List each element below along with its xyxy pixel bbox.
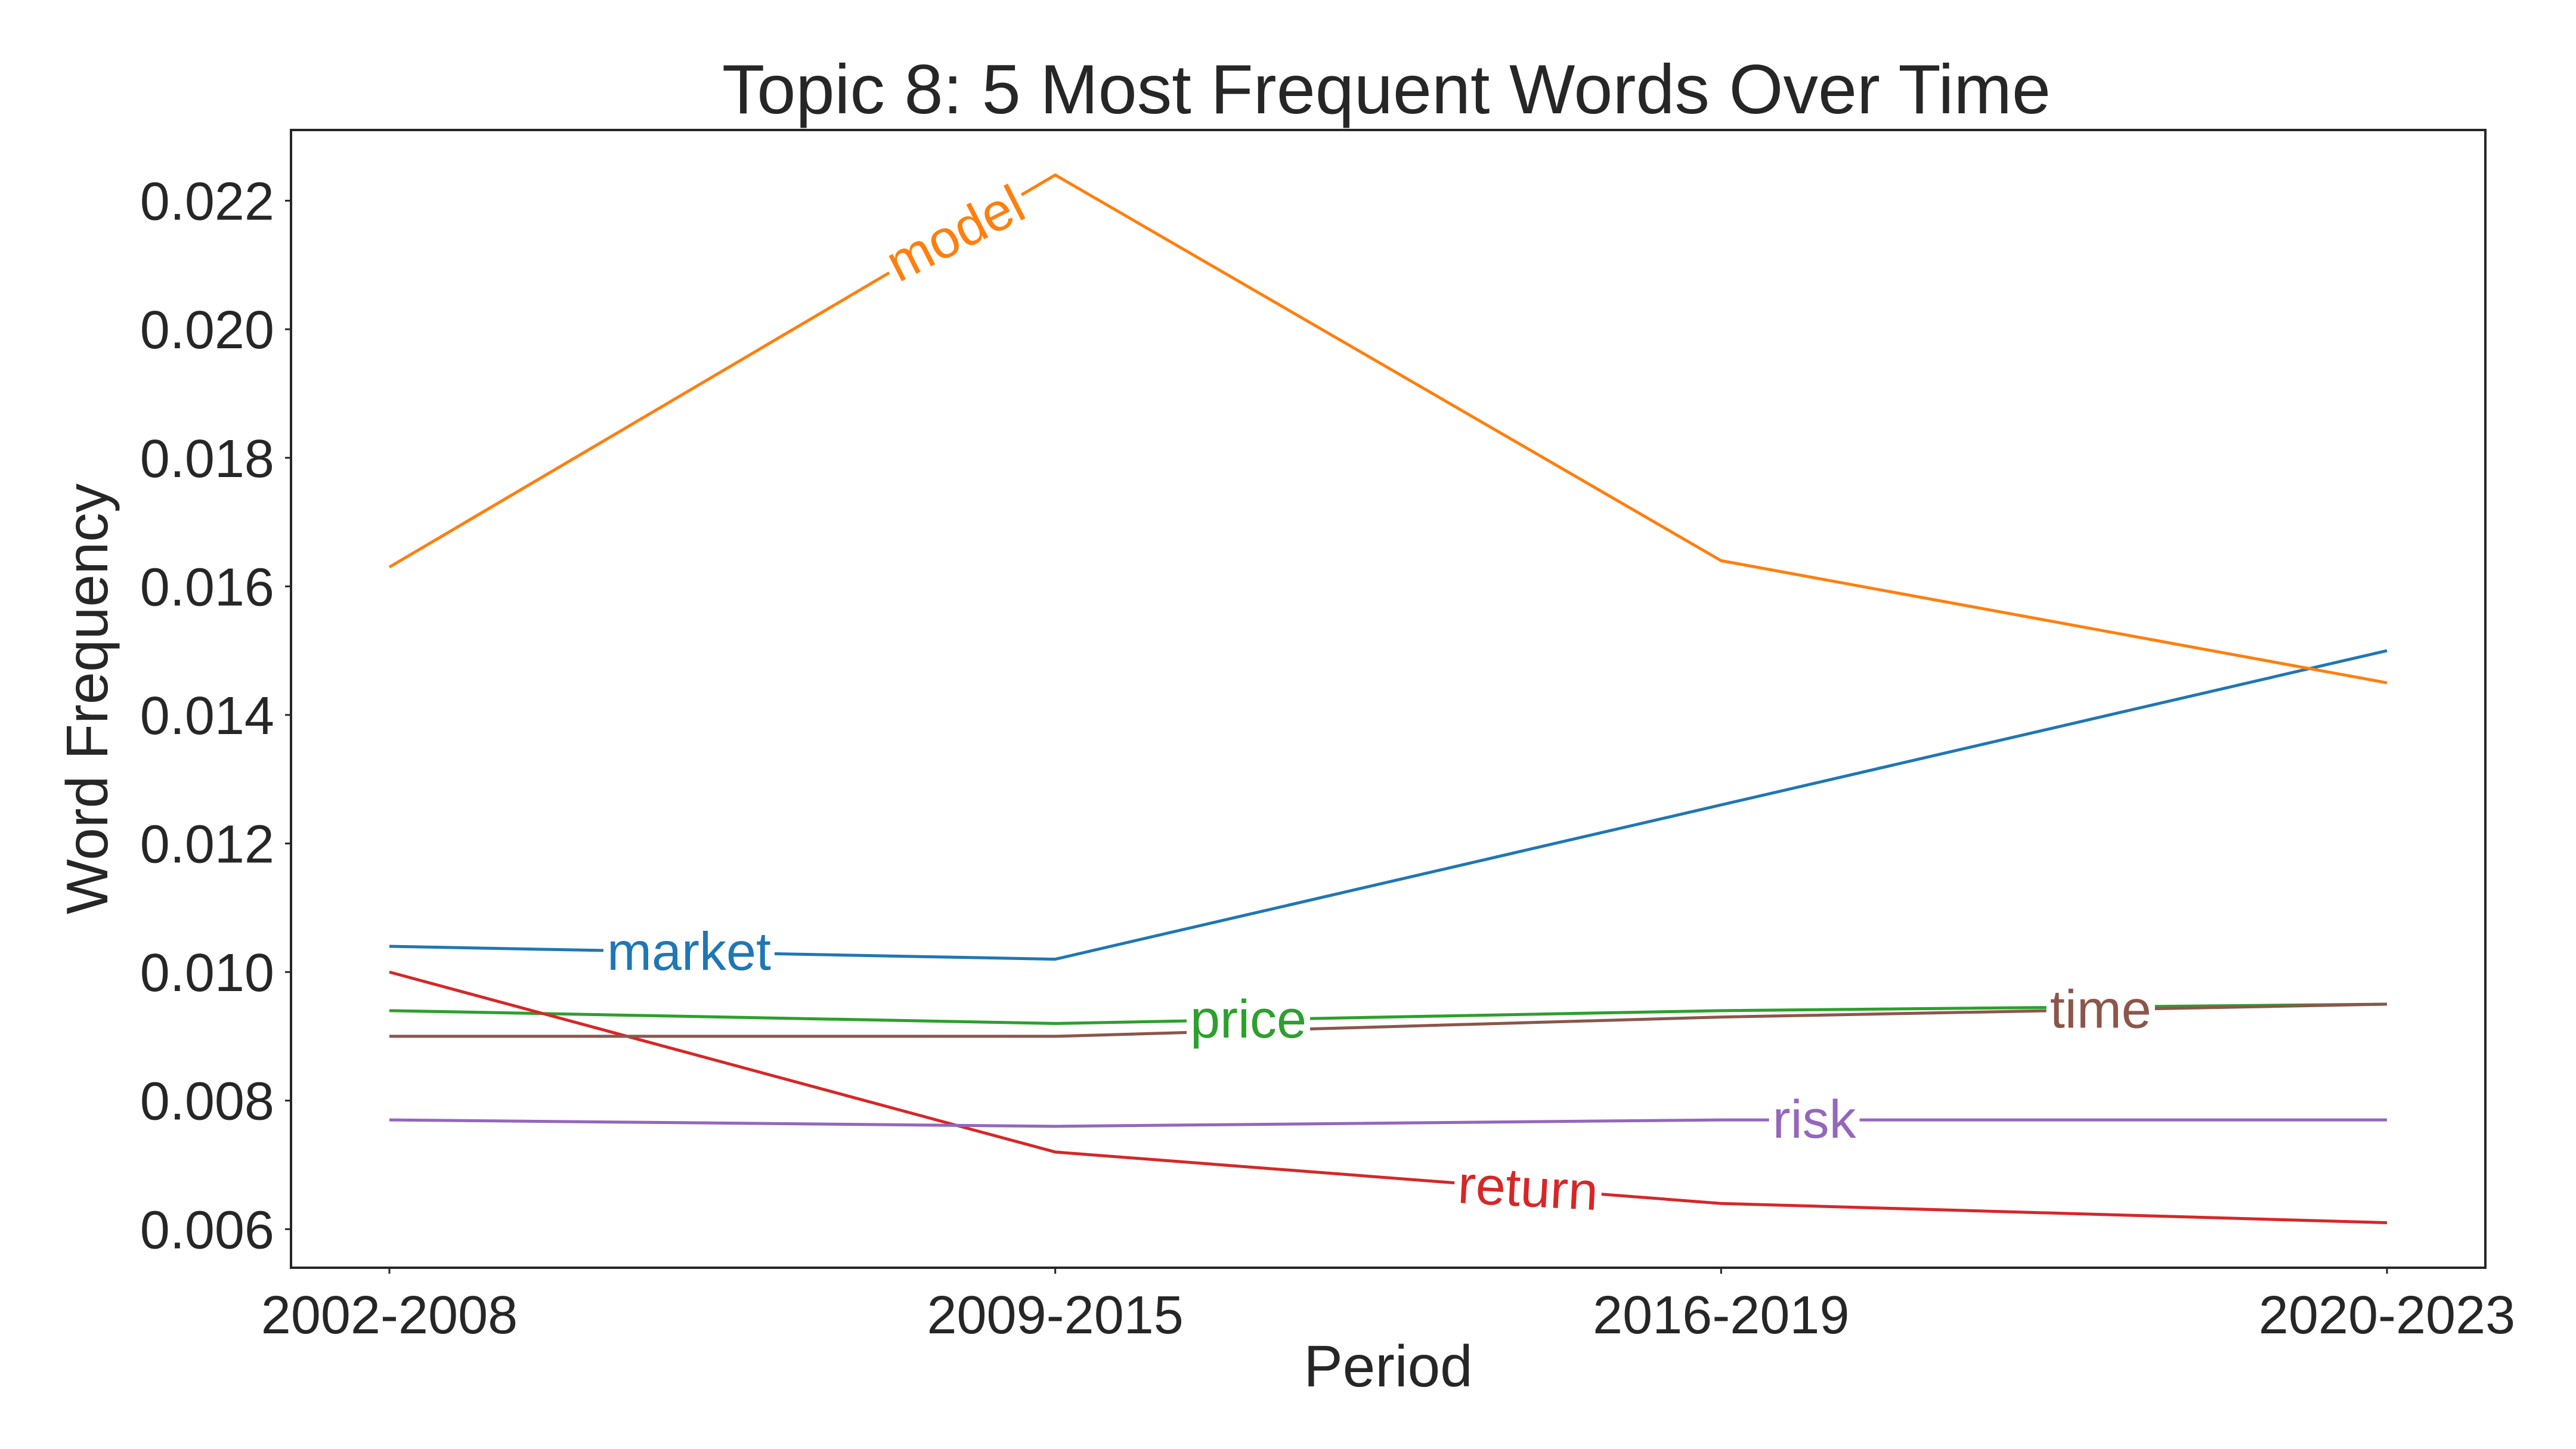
y-tick-label: 0.020 [140, 301, 274, 360]
series-line-risk [389, 1118, 2387, 1128]
series-line-model [388, 173, 2388, 685]
x-tick-label: 2020-2023 [2259, 1286, 2515, 1345]
series-label-return: return [1456, 1155, 1599, 1222]
x-axis-label: Period [1304, 1333, 1472, 1399]
series-label-background [1186, 996, 1311, 1041]
y-axis-label: Word Frequency [54, 484, 120, 915]
x-axis-ticks: 2002-2008 2009-2015 2016-2019 2020-2023 [261, 1268, 2515, 1345]
y-tick-label: 0.006 [140, 1200, 274, 1260]
y-tick-label: 0.010 [140, 943, 274, 1003]
series-line-return [389, 970, 2388, 1225]
series-label-price: price [1190, 990, 1306, 1049]
y-tick-label: 0.018 [140, 429, 274, 489]
series-label-group-return: return [1453, 1155, 1603, 1222]
x-tick-label: 2016-2019 [1593, 1286, 1849, 1345]
y-tick-label: 0.022 [140, 172, 274, 232]
series-label-group-risk: risk [1769, 1090, 1860, 1150]
y-tick-label: 0.012 [140, 815, 274, 875]
series-label-group-market: market [603, 922, 775, 982]
series-lines [388, 173, 2388, 1225]
series-label-time: time [2050, 980, 2151, 1039]
y-tick-label: 0.016 [140, 558, 274, 617]
series-label-market: market [607, 922, 771, 982]
series-label-background [603, 928, 775, 973]
y-axis-ticks: 0.006 0.008 0.010 0.012 0.014 0.016 0.018 0.020… [140, 172, 291, 1260]
series-label-background [876, 178, 1033, 287]
x-tick-label: 2009-2015 [927, 1286, 1183, 1345]
plot-frame [290, 129, 2487, 1269]
y-tick-label: 0.008 [140, 1072, 274, 1132]
series-label-group-price: price [1186, 990, 1311, 1049]
chart-title: Topic 8: 5 Most Frequent Words Over Time [722, 50, 2051, 128]
series-label-background [1453, 1160, 1603, 1213]
series-label-group-time: time [2046, 980, 2155, 1039]
series-label-risk: risk [1773, 1090, 1857, 1150]
x-tick-label: 2002-2008 [261, 1286, 518, 1345]
series-label-background [1769, 1096, 1860, 1141]
y-tick-label: 0.014 [140, 686, 274, 746]
series-label-background [2046, 986, 2155, 1030]
